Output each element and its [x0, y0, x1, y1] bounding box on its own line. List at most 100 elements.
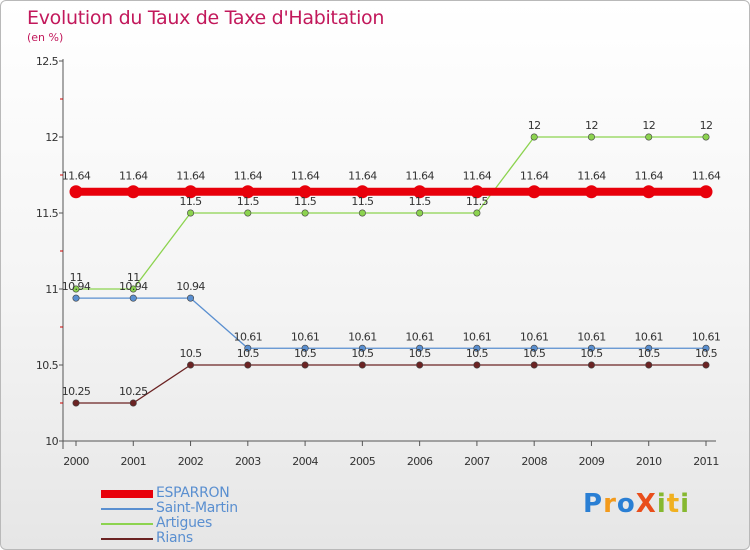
data-label: 10.61 [348, 330, 377, 343]
data-label: 11.64 [463, 170, 492, 183]
legend-swatch-artigues [101, 523, 153, 525]
x-tick-label: 2005 [350, 455, 376, 468]
data-point [241, 185, 255, 199]
data-label: 11.64 [119, 170, 148, 183]
x-tick-label: 2004 [292, 455, 318, 468]
data-point [702, 133, 710, 141]
legend-label-esparron: ESPARRON [156, 485, 230, 501]
data-point [645, 344, 653, 352]
data-point [530, 361, 538, 369]
x-tick-label: 2002 [178, 455, 204, 468]
data-point [301, 209, 309, 217]
series-line-saint-martin [76, 297, 706, 349]
data-label: 10.94 [176, 280, 205, 293]
data-label: 11.64 [692, 170, 721, 183]
data-label: 11.64 [577, 170, 606, 183]
data-label: 10.25 [62, 385, 91, 398]
data-point [358, 344, 366, 352]
data-point [187, 294, 195, 302]
data-label: 11.5 [409, 195, 432, 208]
data-point [244, 209, 252, 217]
data-point [129, 294, 137, 302]
y-tick-label: 11.5 [36, 207, 59, 220]
y-tick-label: 11 [45, 283, 58, 296]
legend-swatch-rians [101, 538, 153, 540]
y-tick-label: 12 [45, 131, 58, 144]
x-tick-label: 2006 [407, 455, 433, 468]
data-label: 10.5 [580, 347, 603, 360]
data-point [244, 361, 252, 369]
data-label: 10.5 [237, 347, 260, 360]
data-label: 11.64 [520, 170, 549, 183]
data-label: 10.61 [692, 330, 721, 343]
data-label: 10.94 [119, 280, 148, 293]
data-label: 11.64 [176, 170, 205, 183]
data-label: 10.61 [291, 330, 320, 343]
data-point [473, 209, 481, 217]
series-line-rians [76, 364, 706, 404]
data-point [530, 344, 538, 352]
proxiti-logo: ProXiti [583, 489, 690, 519]
data-point [473, 344, 481, 352]
logo-letter: t [666, 489, 681, 519]
data-point [187, 361, 195, 369]
data-point [587, 344, 595, 352]
data-point [699, 185, 713, 199]
x-tick-label: 2010 [636, 455, 662, 468]
data-label: 10.61 [634, 330, 663, 343]
data-label: 11.64 [234, 170, 263, 183]
x-tick-label: 2007 [464, 455, 490, 468]
data-label: 10.61 [463, 330, 492, 343]
data-point [413, 185, 427, 199]
y-tick-label: 12.5 [36, 55, 59, 68]
data-point [416, 209, 424, 217]
x-tick-label: 2000 [63, 455, 89, 468]
data-point [530, 133, 538, 141]
data-label: 11.5 [466, 195, 489, 208]
logo-letter: i [680, 489, 691, 519]
data-label: 10.25 [119, 385, 148, 398]
chart-subtitle: (en %) [27, 31, 64, 44]
data-label: 10.5 [294, 347, 317, 360]
legend-swatch-saint-martin [101, 508, 153, 510]
data-label: 10.5 [466, 347, 489, 360]
data-point [645, 361, 653, 369]
logo-letter: i [656, 489, 667, 519]
y-tick-label: 10.5 [36, 359, 59, 372]
logo-letter: r [603, 489, 617, 519]
data-label: 12 [585, 119, 598, 132]
data-label: 11.64 [348, 170, 377, 183]
legend-item-saint-martin[interactable]: Saint-Martin [101, 500, 321, 517]
data-point [358, 361, 366, 369]
data-label: 12 [642, 119, 655, 132]
x-tick-label: 2001 [120, 455, 146, 468]
data-label: 11.5 [179, 195, 202, 208]
data-point [416, 344, 424, 352]
data-label: 11.64 [405, 170, 434, 183]
data-point [298, 185, 312, 199]
data-point [184, 185, 198, 199]
data-point [129, 285, 137, 293]
data-point [470, 185, 484, 199]
data-label: 11.64 [62, 170, 91, 183]
data-point [587, 133, 595, 141]
legend-item-artigues[interactable]: Artigues [101, 515, 321, 532]
data-point [72, 285, 80, 293]
legend-swatch-esparron [101, 490, 153, 498]
data-label: 11 [70, 271, 83, 284]
data-point [187, 209, 195, 217]
data-label: 12 [528, 119, 541, 132]
data-label: 10.5 [638, 347, 661, 360]
data-point [69, 185, 83, 199]
legend-item-rians[interactable]: Rians [101, 530, 321, 547]
data-point [645, 133, 653, 141]
legend: ESPARRON Saint-Martin Artigues Rians [101, 485, 321, 547]
data-point [584, 185, 598, 199]
data-point [416, 361, 424, 369]
data-point [301, 344, 309, 352]
data-label: 10.5 [409, 347, 432, 360]
legend-item-esparron[interactable]: ESPARRON [101, 485, 321, 502]
chart-title: Evolution du Taux de Taxe d'Habitation [27, 7, 385, 29]
